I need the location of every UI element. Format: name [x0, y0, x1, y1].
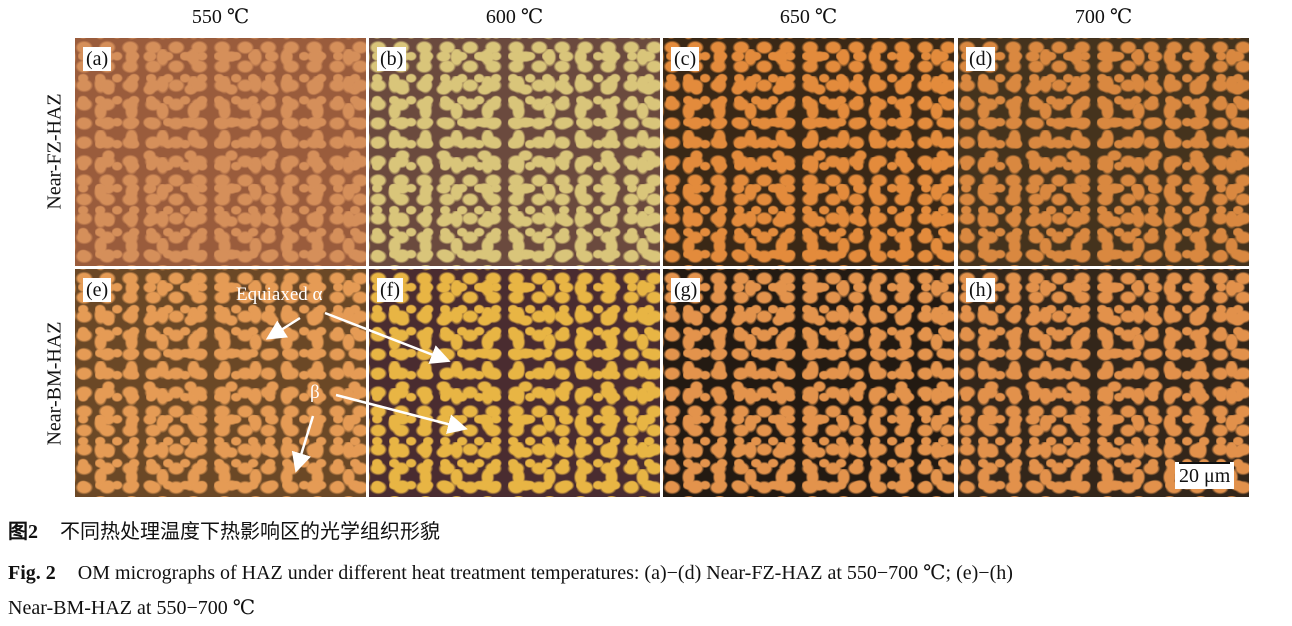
scale-bar: 20 μm [1175, 462, 1235, 489]
scale-bar-label: 20 μm [1179, 462, 1231, 489]
micrograph-panel: (b) [369, 38, 660, 266]
column-header-600: 600 ℃ [485, 6, 544, 28]
panel-label: (e) [83, 278, 112, 302]
micrograph-panel: (e) [75, 269, 366, 497]
panel-label: (a) [83, 47, 112, 71]
column-header-700: 700 ℃ [1074, 6, 1133, 28]
micrograph-panel: (c) [663, 38, 954, 266]
panel-label: (h) [966, 278, 996, 302]
caption-cn-label: 图2 [8, 521, 38, 543]
micrograph-panel: (f) [369, 269, 660, 497]
column-header-650: 650 ℃ [779, 6, 838, 28]
micrograph-panel: (a) [75, 38, 366, 266]
caption-en-line1: OM micrographs of HAZ under different he… [77, 562, 1013, 584]
caption-en-label: Fig. 2 [8, 562, 56, 584]
micrograph-panel: (d) [958, 38, 1249, 266]
caption-en: Fig. 2 OM micrographs of HAZ under differ… [8, 560, 1013, 585]
micrograph-panel: (g) [663, 269, 954, 497]
panel-label: (g) [671, 278, 701, 302]
row-label-bm: Near-BM-HAZ [43, 321, 66, 446]
caption-en-line2: Near-BM-HAZ at 550−700 ℃ [8, 597, 256, 619]
panel-label: (c) [671, 47, 700, 71]
panel-label: (d) [966, 47, 996, 71]
panel-label: (b) [377, 47, 407, 71]
panel-label: (f) [377, 278, 403, 302]
caption-cn: 图2 不同热处理温度下热影响区的光学组织形貌 [8, 515, 440, 544]
caption-cn-text: 不同热处理温度下热影响区的光学组织形貌 [60, 521, 440, 543]
row-label-fz: Near-FZ-HAZ [43, 93, 66, 210]
column-header-550: 550 ℃ [191, 6, 250, 28]
micrograph-panel: (h) [958, 269, 1249, 497]
